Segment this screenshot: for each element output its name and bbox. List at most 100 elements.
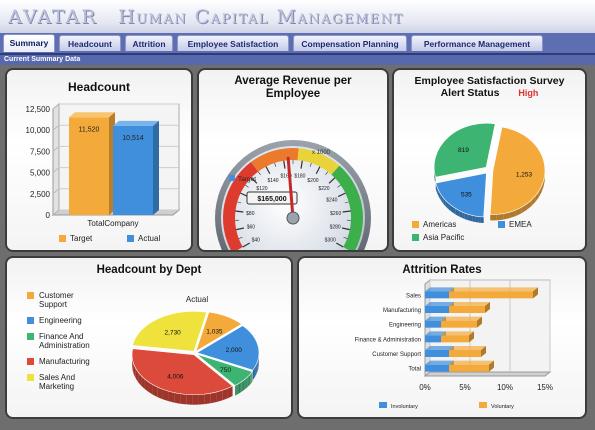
gauge-band-yellow [297,148,340,175]
pie-data-label: 4,006 [167,374,184,381]
pie-data-label: 750 [220,367,231,374]
pie-slice-emea[interactable] [435,172,487,218]
attrition-panel: Attrition Rates 0% 5% 10% 15% Sales Manufactu… [297,256,587,419]
svg-text:Actual: Actual [138,234,160,243]
gauge-band-orange [250,148,299,172]
attrition-category-label: Sales [406,293,421,299]
satisfaction-pie: 1,253 535 819 Americas EMEA Asia Pacific [412,122,546,242]
attrition-bar-voluntary[interactable] [449,360,494,372]
tab-compensation-planning[interactable]: Compensation Planning [293,35,407,51]
pie-slice-asia-pacific[interactable] [433,122,496,178]
attrition-category-label: Manufacturing [383,308,421,314]
attrition-chart: 0% 5% 10% 15% Sales Manufacturing Engineering F… [355,278,553,410]
tab-attrition[interactable]: Attrition [125,35,173,51]
pie-slice-finance-and-administration[interactable] [196,353,253,386]
dept-panel: Headcount by Dept Actual 1,035 2,000 750 4,… [5,256,293,419]
summary-bar: Current Summary Data [0,55,595,65]
gauge-band-green [331,165,363,250]
attrition-xtick: 10% [497,383,513,392]
satisfaction-title-line1: Employee Satisfaction Survey [414,75,565,87]
svg-text:Marketing: Marketing [39,382,74,391]
dept-legend-manufacturing: Manufacturing [27,357,90,366]
headcount-legend-actual: Actual [127,234,160,243]
headcount-legend-target: Target [59,234,93,243]
attrition-bar-voluntary[interactable] [449,287,538,299]
headcount-ytick: 12,500 [26,105,51,114]
dept-title: Headcount by Dept [96,264,202,276]
svg-text:Voluntary: Voluntary [491,404,514,410]
tab-headcount[interactable]: Headcount [59,35,121,51]
gauge-tick-label: $40 [252,238,261,244]
pie-slice-manufacturing[interactable] [131,348,234,395]
revenue-panel: Average Revenue per Employee $40 $60 $80 $1… [197,68,389,252]
attrition-legend-involuntary: Involuntary [379,402,418,410]
tab-summary[interactable]: Summary [3,34,55,52]
svg-text:Manufacturing: Manufacturing [39,357,90,366]
attrition-xtick: 15% [537,383,553,392]
attrition-category-label: Finance & Administration [355,337,421,343]
headcount-panel: Headcount 12,500 10,000 7,500 5,000 2,500 0 11… [5,68,193,252]
brand-logo: AVATAR [8,6,98,28]
gauge-tick-label: $200 [307,178,318,184]
gauge-tick-label: $220 [318,186,329,192]
headcount-bar-actual[interactable]: 10,514 [113,120,159,215]
attrition-xtick: 0% [419,383,431,392]
svg-text:Asia Pacific: Asia Pacific [423,233,464,242]
gauge-needle [286,156,295,220]
svg-text:Sales And: Sales And [39,373,75,382]
pie-slice-americas[interactable] [489,126,546,215]
gauge-tick-label: $180 [294,174,305,180]
headcount-data-label: 10,514 [122,135,144,142]
headcount-bar-target[interactable]: 11,520 [69,112,115,215]
headcount-ytick: 10,000 [26,126,51,135]
gauge-tick-label: $260 [330,211,341,217]
revenue-title-line1: Average Revenue per [234,75,352,87]
headcount-category-label: TotalCompany [87,219,138,228]
headcount-ytick: 2,500 [30,190,51,199]
revenue-title-line2: Employee [265,88,321,100]
gauge-band-red [223,162,259,250]
pie-data-label: 2,730 [165,330,182,337]
app-title: Human Capital Management [118,6,404,28]
attrition-title: Attrition Rates [402,264,482,276]
pie-slice-customer-support[interactable] [195,311,243,352]
svg-text:Engineering: Engineering [39,316,82,325]
headcount-chart: 12,500 10,000 7,500 5,000 2,500 0 11,520 10,514… [26,102,181,243]
svg-text:Americas: Americas [423,220,456,229]
headcount-title: Headcount [67,80,130,94]
attrition-bar-voluntary[interactable] [441,331,474,343]
gauge-tick-label: $300 [325,238,336,244]
svg-text:Involuntary: Involuntary [391,404,418,410]
headcount-ytick: 5,000 [30,169,51,178]
svg-text:Target: Target [70,234,93,243]
svg-text:Support: Support [39,300,68,309]
pie-slice-sales-and-marketing[interactable] [132,311,208,352]
dept-legend-engineering: Engineering [27,316,82,325]
app-header: AVATAR Human Capital Management [0,0,595,33]
attrition-bar-voluntary[interactable] [441,316,482,328]
attrition-bar-voluntary[interactable] [449,302,490,313]
svg-text:Administration: Administration [39,341,90,350]
headcount-data-label: 11,520 [79,126,100,133]
gauge-tick-label: $140 [267,178,278,184]
dept-pie: Actual 1,035 2,000 750 4,006 2,730 CustomerSu… [27,291,260,405]
gauge-hub [286,211,300,225]
dept-center-label: Actual [186,295,208,304]
target-marker-icon [229,175,235,181]
tab-employee-satisfaction[interactable]: Employee Satisfaction [177,35,289,51]
attrition-bar-voluntary[interactable] [449,346,486,357]
attrition-category-label: Total [408,367,421,373]
revenue-gauge: $40$60$80$100$120$140$160$180$200$220$24… [215,140,371,250]
pie-data-label: 2,000 [226,347,243,354]
gauge-tick-label: $160 [281,174,292,180]
pie-data-label: 819 [458,147,469,154]
headcount-ytick: 7,500 [30,147,51,156]
pie-slice-engineering[interactable] [196,325,260,371]
tab-performance-management[interactable]: Performance Management [411,35,543,51]
gauge-tick-label: $80 [246,211,255,217]
gauge-target-label: Target [238,176,256,183]
